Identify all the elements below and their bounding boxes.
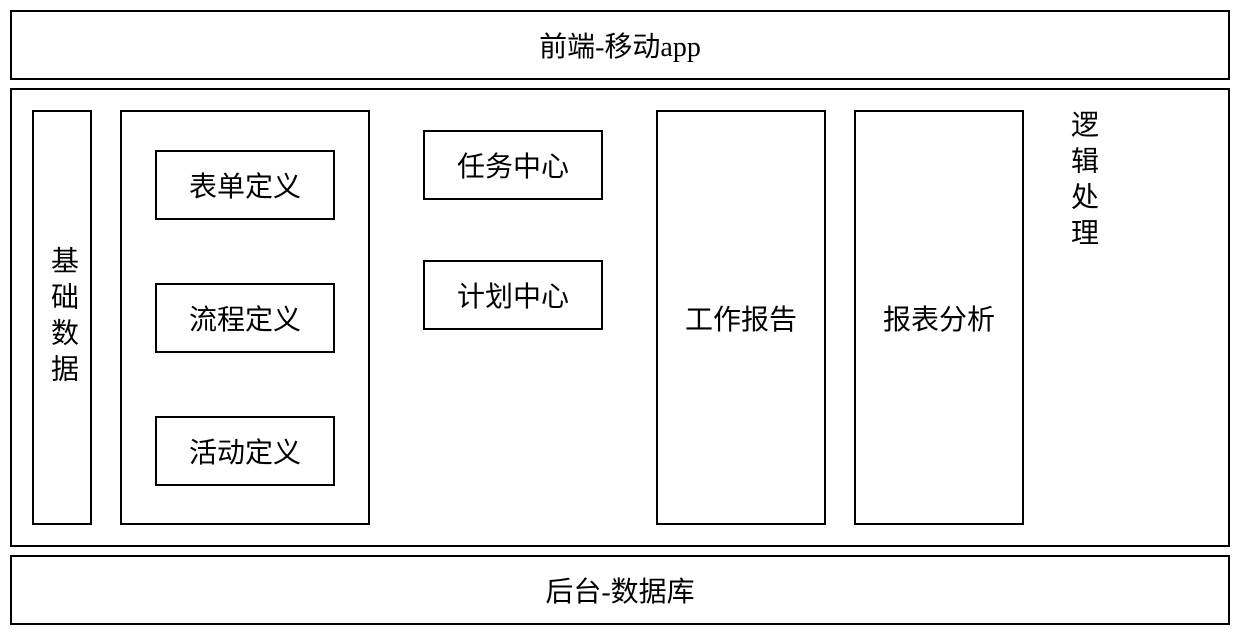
logic-processing-label: 逻辑处理 — [1067, 110, 1098, 254]
plan-center-box: 计划中心 — [423, 260, 603, 330]
task-center-label: 任务中心 — [457, 145, 569, 185]
process-definition-box: 流程定义 — [155, 283, 335, 353]
plan-center-label: 计划中心 — [457, 275, 569, 315]
report-analysis-label: 报表分析 — [883, 298, 995, 338]
work-report-label: 工作报告 — [685, 298, 797, 338]
basic-data-label: 基础数据 — [42, 246, 82, 390]
logic-processing-box: 逻辑处理 — [1052, 110, 1102, 525]
definition-group-box: 表单定义 流程定义 活动定义 — [120, 110, 370, 525]
basic-data-box: 基础数据 — [32, 110, 92, 525]
activity-definition-box: 活动定义 — [155, 416, 335, 486]
work-report-box: 工作报告 — [656, 110, 826, 525]
activity-definition-label: 活动定义 — [189, 431, 301, 471]
form-definition-label: 表单定义 — [189, 165, 301, 205]
process-definition-label: 流程定义 — [189, 298, 301, 338]
top-layer-box: 前端-移动app — [10, 10, 1230, 80]
task-center-box: 任务中心 — [423, 130, 603, 200]
top-layer-label: 前端-移动app — [539, 25, 701, 65]
bottom-layer-label: 后台-数据库 — [545, 570, 694, 610]
form-definition-box: 表单定义 — [155, 150, 335, 220]
bottom-layer-box: 后台-数据库 — [10, 555, 1230, 625]
middle-layer-container: 基础数据 表单定义 流程定义 活动定义 任务中心 计划中心 工作报告 — [10, 88, 1230, 547]
center-group: 任务中心 计划中心 — [398, 110, 628, 525]
report-analysis-box: 报表分析 — [854, 110, 1024, 525]
architecture-diagram: 前端-移动app 基础数据 表单定义 流程定义 活动定义 任务中心 计划中心 — [10, 10, 1230, 625]
